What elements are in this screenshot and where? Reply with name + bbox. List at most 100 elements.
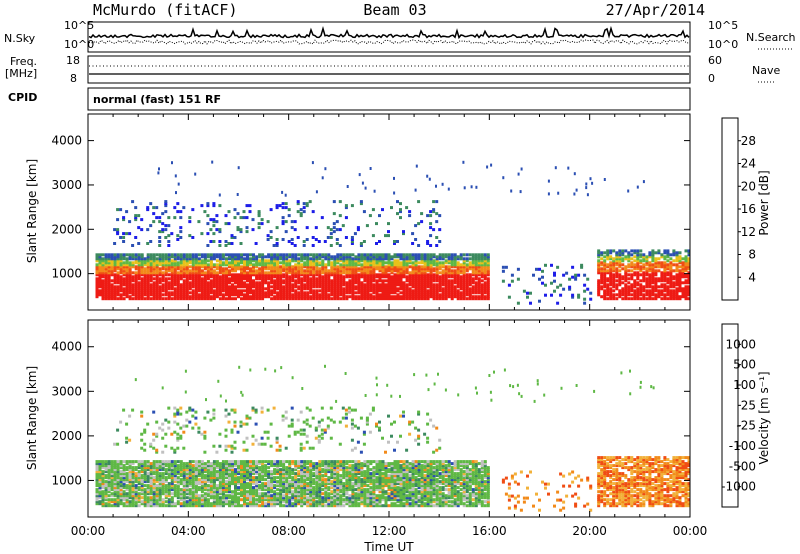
data-cell xyxy=(459,275,463,279)
data-cell xyxy=(170,259,174,263)
data-cell xyxy=(672,263,676,267)
data-cell xyxy=(609,277,613,281)
data-cell xyxy=(143,466,147,470)
data-cell xyxy=(221,289,225,293)
data-cell xyxy=(237,472,240,476)
data-cell xyxy=(225,281,228,285)
data-cell xyxy=(234,472,237,476)
data-cell xyxy=(465,265,469,269)
data-cell xyxy=(417,289,421,293)
data-cell xyxy=(402,287,406,291)
data-cell xyxy=(185,267,189,271)
data-cell xyxy=(423,259,427,263)
data-cell xyxy=(267,498,271,502)
data-cell xyxy=(203,462,207,466)
data-cell xyxy=(176,484,180,488)
data-cell xyxy=(98,265,102,269)
data-cell xyxy=(402,295,406,299)
data-cell xyxy=(332,230,336,234)
data-cell xyxy=(362,210,366,214)
data-cell xyxy=(363,255,367,259)
data-cell xyxy=(336,281,340,285)
data-cell xyxy=(408,265,412,269)
data-cell xyxy=(176,488,180,492)
data-cell xyxy=(651,289,655,293)
data-cell xyxy=(603,269,607,273)
data-cell xyxy=(345,283,349,287)
data-cell xyxy=(261,496,265,500)
data-cell xyxy=(660,271,664,275)
data-cell xyxy=(600,281,604,285)
data-cell xyxy=(110,297,114,301)
data-cell xyxy=(642,273,646,277)
data-cell xyxy=(116,271,120,275)
data-cell xyxy=(583,283,587,287)
data-cell xyxy=(660,277,664,281)
data-cell xyxy=(197,494,201,498)
data-cell xyxy=(399,285,403,289)
data-cell xyxy=(101,279,105,283)
data-cell xyxy=(179,462,183,466)
data-cell xyxy=(360,263,364,267)
data-cell xyxy=(267,263,271,267)
data-cell xyxy=(197,482,201,486)
data-cell xyxy=(417,253,421,257)
data-cell xyxy=(411,242,415,245)
data-cell xyxy=(137,277,141,281)
data-cell xyxy=(438,228,442,232)
data-cell xyxy=(170,261,174,265)
data-cell xyxy=(182,297,186,301)
data-cell xyxy=(119,263,123,267)
data-cell xyxy=(597,293,601,297)
data-cell xyxy=(234,293,237,297)
data-cell xyxy=(131,482,135,486)
data-cell xyxy=(240,460,243,464)
data-cell xyxy=(146,283,150,287)
data-cell xyxy=(203,504,207,508)
data-cell xyxy=(408,297,412,301)
data-cell xyxy=(131,466,135,470)
data-cell xyxy=(221,470,225,474)
data-cell xyxy=(321,269,325,273)
data-cell xyxy=(567,166,570,170)
data-cell xyxy=(197,285,201,289)
data-cell xyxy=(675,257,679,261)
data-cell xyxy=(137,255,141,259)
data-cell xyxy=(645,277,649,281)
data-cell xyxy=(152,488,156,492)
data-cell xyxy=(351,257,355,261)
data-cell xyxy=(206,486,210,490)
data-cell xyxy=(345,273,349,277)
data-cell xyxy=(321,261,325,265)
data-cell xyxy=(164,289,168,293)
data-cell xyxy=(411,263,415,267)
data-cell xyxy=(279,271,283,275)
data-cell xyxy=(95,466,99,470)
data-cell xyxy=(384,267,388,271)
data-cell xyxy=(152,482,156,486)
data-cell xyxy=(182,486,186,490)
data-cell xyxy=(264,279,268,283)
data-cell xyxy=(197,496,201,500)
data-cell xyxy=(206,204,210,208)
data-cell xyxy=(246,295,249,299)
data-cell xyxy=(336,257,340,261)
data-cell xyxy=(435,295,439,299)
data-cell xyxy=(185,295,189,299)
data-cell xyxy=(297,279,301,283)
data-cell xyxy=(282,261,286,265)
data-cell xyxy=(414,295,418,299)
data-cell xyxy=(336,285,340,289)
data-cell xyxy=(176,482,180,486)
data-cell xyxy=(609,273,613,277)
data-cell xyxy=(158,504,162,508)
data-cell xyxy=(341,224,345,228)
data-cell xyxy=(444,277,448,281)
data-cell xyxy=(134,253,138,257)
data-cell xyxy=(171,161,173,165)
data-cell xyxy=(167,500,171,504)
data-cell xyxy=(624,275,628,279)
data-cell xyxy=(101,466,105,470)
data-cell xyxy=(302,206,306,210)
data-cell xyxy=(541,275,544,279)
